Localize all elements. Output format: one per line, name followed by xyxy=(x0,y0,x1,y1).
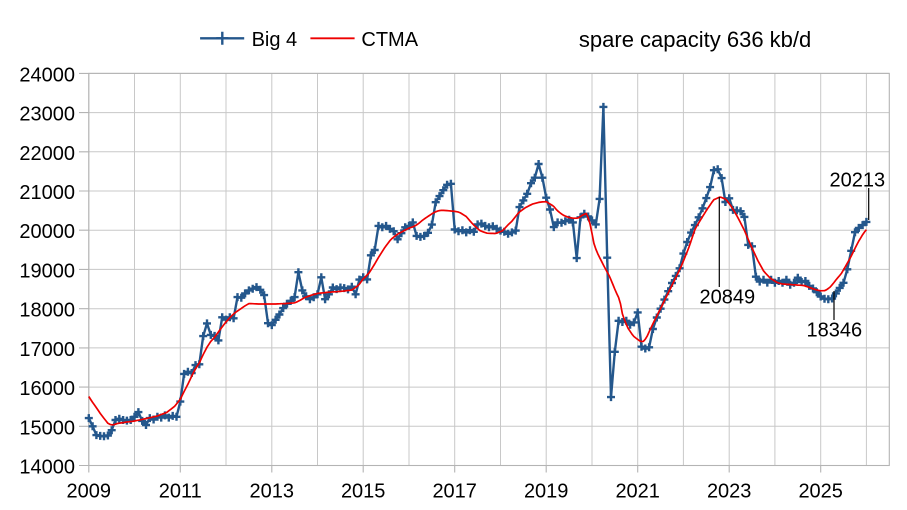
svg-text:CTMA: CTMA xyxy=(361,29,418,51)
svg-text:22000: 22000 xyxy=(19,143,75,165)
svg-text:2023: 2023 xyxy=(707,481,752,503)
svg-text:16000: 16000 xyxy=(19,378,75,400)
svg-text:2019: 2019 xyxy=(524,481,569,503)
svg-text:2015: 2015 xyxy=(341,481,386,503)
svg-text:15000: 15000 xyxy=(19,417,75,439)
svg-text:Big 4: Big 4 xyxy=(252,29,298,51)
svg-text:2011: 2011 xyxy=(159,481,202,503)
svg-text:18000: 18000 xyxy=(19,300,75,322)
svg-text:2009: 2009 xyxy=(67,481,112,503)
svg-text:17000: 17000 xyxy=(19,339,75,361)
svg-text:2017: 2017 xyxy=(432,481,477,503)
svg-text:20213: 20213 xyxy=(830,170,886,192)
svg-text:19000: 19000 xyxy=(19,260,75,282)
svg-text:2025: 2025 xyxy=(798,481,843,503)
svg-text:2013: 2013 xyxy=(250,481,295,503)
svg-text:2021: 2021 xyxy=(615,481,660,503)
svg-text:21000: 21000 xyxy=(19,182,75,204)
svg-text:spare capacity 636 kb/d: spare capacity 636 kb/d xyxy=(579,27,811,52)
svg-text:20849: 20849 xyxy=(700,287,756,309)
svg-text:18346: 18346 xyxy=(807,320,863,342)
svg-text:20000: 20000 xyxy=(19,221,75,243)
svg-text:24000: 24000 xyxy=(19,64,75,86)
svg-text:23000: 23000 xyxy=(19,104,75,126)
svg-text:14000: 14000 xyxy=(19,457,75,479)
